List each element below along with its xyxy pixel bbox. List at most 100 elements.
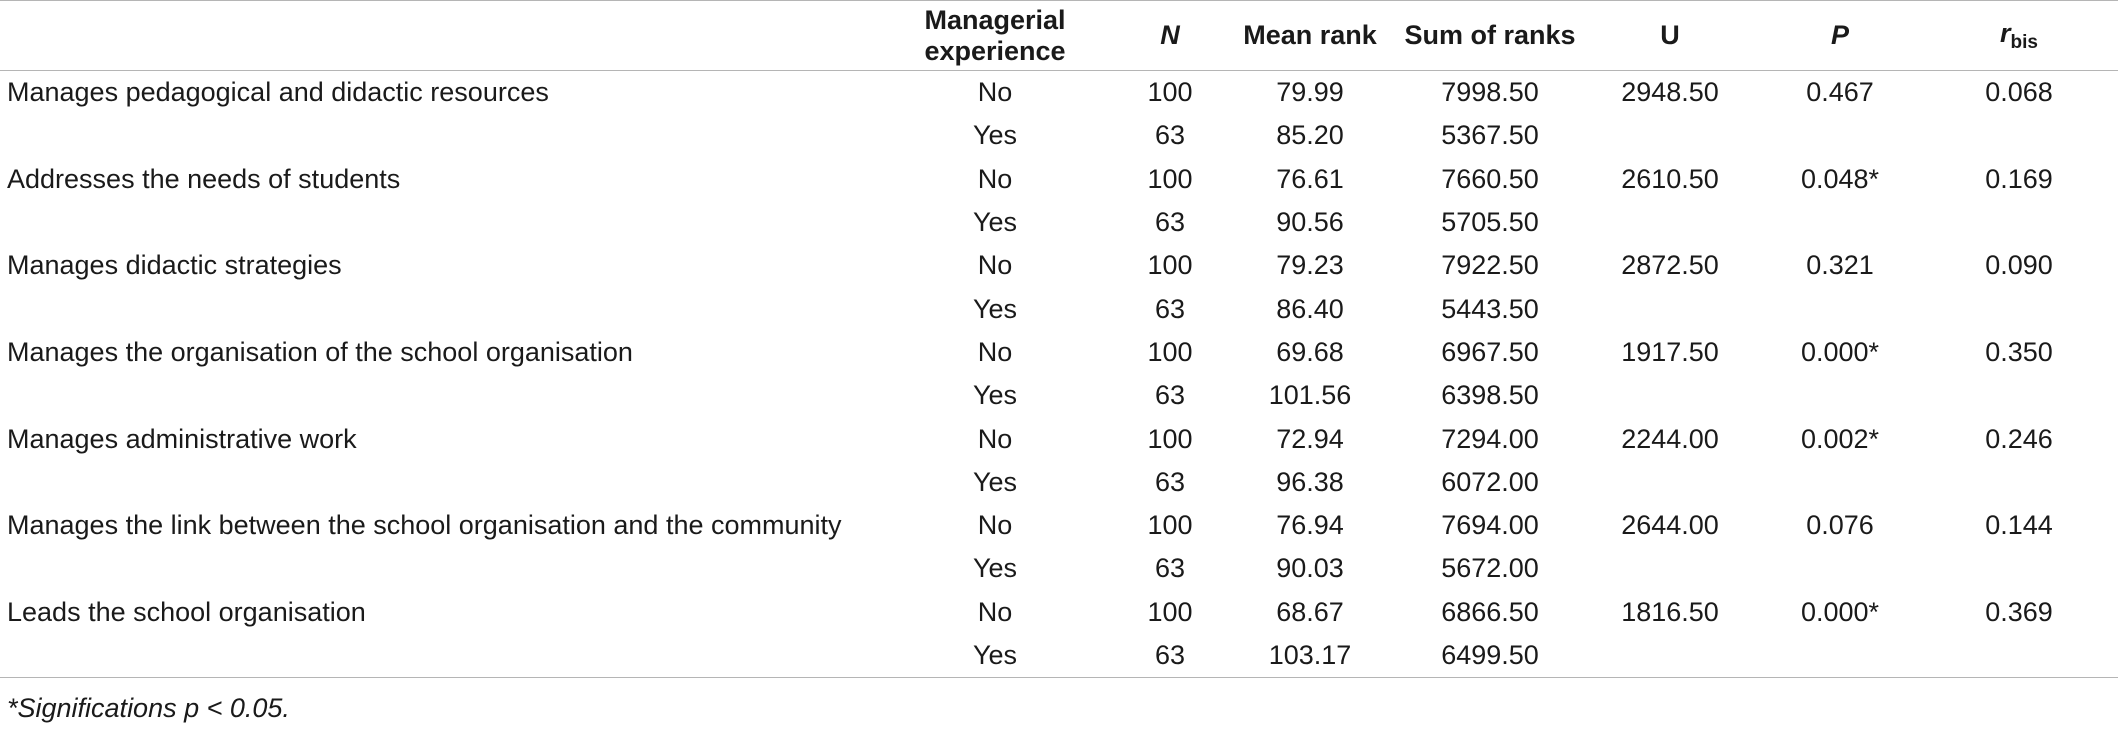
cell-r-bis [1920, 201, 2118, 244]
table-row: Yes 63 90.03 5672.00 [0, 547, 2118, 590]
cell-experience: No [977, 596, 1013, 627]
cell-n: 100 [1147, 510, 1193, 541]
cell-r-bis [1920, 633, 2118, 679]
cell-u: 2872.50 [1621, 250, 1719, 281]
cell-r-bis: 0.246 [1985, 423, 2053, 454]
cell-mean-rank: 76.61 [1276, 163, 1344, 194]
cell-mean-rank: 76.94 [1276, 510, 1344, 541]
cell-sum-of-ranks: 7998.50 [1441, 77, 1539, 108]
cell-p: 0.000* [1800, 336, 1880, 367]
table-footnote: *Significations p < 0.05. [7, 693, 290, 723]
cell-item: Manages administrative work [7, 423, 357, 454]
cell-n: 63 [1154, 553, 1186, 584]
cell-u [1580, 633, 1760, 679]
cell-u: 2244.00 [1621, 423, 1719, 454]
cell-u [1580, 201, 1760, 244]
cell-item: Manages the link between the school orga… [7, 510, 842, 541]
header-r-subscript: bis [2010, 31, 2038, 53]
cell-p: 0.002* [1800, 423, 1880, 454]
cell-sum-of-ranks: 7294.00 [1441, 423, 1539, 454]
cell-sum-of-ranks: 7922.50 [1441, 250, 1539, 281]
header-managerial-experience: Managerial experience [870, 0, 1120, 71]
header-p: P [1760, 0, 1920, 71]
cell-n: 100 [1147, 163, 1193, 194]
table-row: Yes 63 86.40 5443.50 [0, 287, 2118, 330]
cell-p [1760, 374, 1920, 417]
cell-item [0, 114, 870, 157]
cell-experience: Yes [972, 466, 1018, 497]
cell-mean-rank: 79.99 [1276, 77, 1344, 108]
cell-u [1580, 114, 1760, 157]
cell-mean-rank: 96.38 [1276, 466, 1344, 497]
cell-u: 1917.50 [1621, 336, 1719, 367]
cell-u: 1816.50 [1621, 596, 1719, 627]
cell-item: Leads the school organisation [7, 596, 366, 627]
cell-sum-of-ranks: 5443.50 [1441, 293, 1539, 324]
table-row: Leads the school organisation No 100 68.67 6… [0, 591, 2118, 634]
header-row: Managerial experience N Mean rank Sum of… [0, 0, 2118, 71]
cell-sum-of-ranks: 5672.00 [1441, 553, 1539, 584]
cell-u: 2610.50 [1621, 163, 1719, 194]
cell-r-bis [1920, 461, 2118, 504]
table-row: Manages the organisation of the school o… [0, 331, 2118, 374]
cell-r-bis: 0.350 [1985, 336, 2053, 367]
cell-item: Addresses the needs of students [7, 163, 401, 194]
table-row: Yes 63 103.17 6499.50 [0, 633, 2118, 679]
cell-p: 0.048* [1800, 163, 1880, 194]
header-u: U [1580, 0, 1760, 71]
cell-experience: Yes [972, 207, 1018, 238]
cell-p: 0.467 [1806, 77, 1874, 108]
table-row: Addresses the needs of students No 100 76.6… [0, 158, 2118, 201]
table-row: Manages administrative work No 100 72.94 729… [0, 417, 2118, 460]
table-row: Yes 63 90.56 5705.50 [0, 201, 2118, 244]
header-sum-of-ranks: Sum of ranks [1400, 0, 1580, 71]
table-row: Manages didactic strategies No 100 79.23 792… [0, 244, 2118, 287]
cell-experience: No [977, 250, 1013, 281]
cell-n: 63 [1154, 466, 1186, 497]
cell-r-bis [1920, 114, 2118, 157]
cell-sum-of-ranks: 6499.50 [1400, 633, 1580, 679]
cell-u [1580, 547, 1760, 590]
cell-u: 2948.50 [1621, 77, 1719, 108]
table-header: Managerial experience N Mean rank Sum of… [0, 0, 2118, 71]
cell-p: 0.000* [1800, 596, 1880, 627]
cell-mean-rank: 86.40 [1276, 293, 1344, 324]
cell-n: 100 [1147, 596, 1193, 627]
cell-p [1760, 461, 1920, 504]
cell-sum-of-ranks: 5705.50 [1441, 207, 1539, 238]
cell-experience: Yes [972, 120, 1018, 151]
cell-mean-rank: 90.03 [1276, 553, 1344, 584]
table-row: Manages the link between the school orga… [0, 504, 2118, 547]
cell-r-bis: 0.068 [1985, 77, 2053, 108]
cell-sum-of-ranks: 6398.50 [1441, 380, 1539, 411]
table-row: Yes 63 85.20 5367.50 [0, 114, 2118, 157]
cell-sum-of-ranks: 6967.50 [1441, 336, 1539, 367]
cell-r-bis: 0.144 [1985, 510, 2053, 541]
results-table-container: Managerial experience N Mean rank Sum of… [0, 0, 2118, 679]
cell-p [1760, 201, 1920, 244]
cell-n: 63 [1154, 207, 1186, 238]
cell-experience: Yes [972, 380, 1018, 411]
cell-u [1580, 374, 1760, 417]
cell-n: 100 [1147, 336, 1193, 367]
cell-n: 63 [1120, 633, 1220, 679]
cell-n: 100 [1147, 423, 1193, 454]
cell-mean-rank: 69.68 [1276, 336, 1344, 367]
cell-mean-rank: 85.20 [1276, 120, 1344, 151]
header-n: N [1120, 0, 1220, 71]
cell-item: Manages pedagogical and didactic resourc… [7, 77, 549, 108]
cell-p: 0.321 [1806, 250, 1874, 281]
cell-mean-rank: 90.56 [1276, 207, 1344, 238]
mann-whitney-table: Managerial experience N Mean rank Sum of… [0, 0, 2118, 679]
cell-p: 0.076 [1806, 510, 1874, 541]
cell-u: 2644.00 [1621, 510, 1719, 541]
table-row: Yes 63 101.56 6398.50 [0, 374, 2118, 417]
cell-experience: No [977, 163, 1013, 194]
cell-sum-of-ranks: 6866.50 [1441, 596, 1539, 627]
cell-p [1760, 547, 1920, 590]
header-item [0, 0, 870, 71]
cell-p [1760, 633, 1920, 679]
cell-item [0, 374, 870, 417]
cell-item [0, 201, 870, 244]
cell-u [1580, 461, 1760, 504]
